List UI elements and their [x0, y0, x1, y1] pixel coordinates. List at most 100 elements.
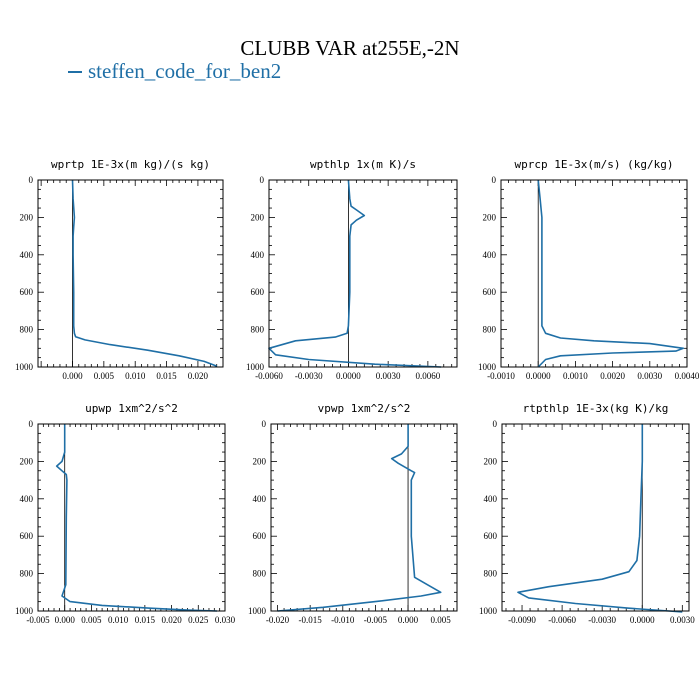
- panel-3: wprcp 1E-3x(m/s) (kg/kg) 0 200 400 600 800 100…: [478, 158, 700, 381]
- legend-label: steffen_code_for_ben2: [88, 58, 282, 83]
- x-tick-label: -0.005: [26, 615, 50, 625]
- x-tick-label: 0.0030: [376, 371, 401, 381]
- y-tick-label: 200: [484, 456, 498, 466]
- plot-frame: [37, 179, 224, 368]
- panel-2: wpthlp 1x(m K)/s 0 200 400 600 800 1000-0.0060…: [246, 158, 458, 381]
- x-tick-label: 0.020: [188, 371, 209, 381]
- x-tick-label: 0.025: [188, 615, 209, 625]
- x-tick-label: 0.005: [94, 371, 115, 381]
- figure-title: CLUBB VAR at255E,-2N: [240, 36, 460, 60]
- x-tick-label: 0.0060: [415, 371, 440, 381]
- series-line: [268, 179, 442, 368]
- x-tick-label: -0.0090: [508, 615, 536, 625]
- panel-title: rtpthlp 1E-3x(kg K)/kg: [523, 402, 669, 415]
- x-tick-label: -0.0060: [548, 615, 576, 625]
- panel-title: wprcp 1E-3x(m/s) (kg/kg): [515, 158, 674, 171]
- y-tick-label: 1000: [246, 362, 265, 372]
- panel-4: upwp 1xm^2/s^2 0 200 400 600 800 1000-0.005 0.0…: [15, 402, 236, 625]
- panel-title: wprtp 1E-3x(m kg)/(s kg): [51, 158, 210, 171]
- legend: steffen_code_for_ben2: [68, 58, 281, 84]
- x-tick-label: -0.015: [299, 615, 323, 625]
- series-line: [55, 424, 218, 612]
- plot-frame: [270, 423, 458, 612]
- series-line: [537, 179, 685, 368]
- y-tick-label: 200: [251, 212, 265, 222]
- y-tick-label: 200: [20, 456, 34, 466]
- y-tick-label: 600: [20, 531, 34, 541]
- y-tick-label: 800: [20, 569, 34, 579]
- x-tick-label: 0.0030: [637, 371, 662, 381]
- panel-title: upwp 1xm^2/s^2: [85, 402, 178, 415]
- x-tick-label: -0.020: [266, 615, 290, 625]
- panel-6: rtpthlp 1E-3x(kg K)/kg02004006008001000-…: [479, 402, 695, 625]
- y-tick-label: 0: [29, 419, 34, 429]
- plot-frame: [501, 423, 690, 612]
- y-tick-label: 400: [484, 494, 498, 504]
- series-line: [277, 424, 442, 612]
- y-tick-label: 0: [492, 175, 497, 185]
- panel-title: wpthlp 1x(m K)/s: [310, 158, 416, 171]
- x-tick-label: -0.005: [364, 615, 388, 625]
- legend-line-swatch: [68, 71, 82, 73]
- y-tick-label: 1000: [479, 606, 498, 616]
- x-tick-label: 0.0030: [670, 615, 695, 625]
- x-tick-label: -0.010: [331, 615, 355, 625]
- y-tick-label: 800: [484, 569, 498, 579]
- x-tick-label: 0.0020: [600, 371, 625, 381]
- y-tick-label: 0: [260, 175, 265, 185]
- y-tick-label: 600: [20, 287, 34, 297]
- y-tick-label: 400: [20, 494, 34, 504]
- x-tick-label: 0.0000: [336, 371, 361, 381]
- y-tick-label: 800: [251, 325, 265, 335]
- x-tick-label: 0.000: [62, 371, 83, 381]
- plot-frame: [37, 423, 226, 612]
- x-tick-label: 0.0000: [526, 371, 551, 381]
- panel-title: vpwp 1xm^2/s^2: [318, 402, 411, 415]
- x-tick-label: -0.0010: [487, 371, 515, 381]
- panel-5: vpwp 1xm^2/s^2 0 200 400 600 800 1000-0.020 -0.…: [248, 402, 458, 625]
- x-tick-label: 0.010: [108, 615, 129, 625]
- y-tick-label: 0: [262, 419, 267, 429]
- y-tick-label: 600: [253, 531, 267, 541]
- x-tick-label: 0.010: [125, 371, 146, 381]
- y-tick-label: 400: [483, 250, 497, 260]
- y-tick-label: 1000: [15, 362, 34, 372]
- y-tick-label: 400: [20, 250, 34, 260]
- y-tick-label: 0: [29, 175, 34, 185]
- x-tick-label: 0.0040: [675, 371, 700, 381]
- y-tick-label: 400: [253, 494, 267, 504]
- x-tick-label: -0.0060: [255, 371, 283, 381]
- y-tick-label: 1000: [15, 606, 34, 616]
- y-tick-label: 800: [20, 325, 34, 335]
- y-tick-label: 200: [20, 212, 34, 222]
- y-tick-label: 0: [493, 419, 498, 429]
- y-tick-label: 1000: [248, 606, 267, 616]
- x-tick-label: 0.030: [215, 615, 236, 625]
- series-line: [517, 424, 683, 613]
- x-tick-label: 0.0010: [563, 371, 588, 381]
- y-tick-label: 200: [253, 456, 267, 466]
- panel-1: wprtp 1E-3x(m kg)/(s kg) 0 200 400 600 800 100…: [15, 158, 224, 381]
- plot-frame: [500, 179, 688, 368]
- plot-frame: [268, 179, 458, 368]
- x-tick-label: 0.005: [81, 615, 102, 625]
- y-tick-label: 200: [483, 212, 497, 222]
- y-tick-label: 1000: [478, 362, 497, 372]
- y-tick-label: 800: [253, 569, 267, 579]
- x-tick-label: 0.000: [55, 615, 76, 625]
- x-tick-label: -0.0030: [295, 371, 323, 381]
- x-tick-label: -0.0030: [588, 615, 616, 625]
- series-line: [71, 179, 217, 367]
- y-tick-label: 400: [251, 250, 265, 260]
- x-tick-label: 0.0000: [630, 615, 655, 625]
- y-tick-label: 600: [483, 287, 497, 297]
- y-tick-label: 600: [484, 531, 498, 541]
- x-tick-label: 0.015: [156, 371, 177, 381]
- x-tick-label: 0.015: [135, 615, 156, 625]
- y-tick-label: 800: [483, 325, 497, 335]
- y-tick-label: 600: [251, 287, 265, 297]
- x-tick-label: 0.005: [431, 615, 452, 625]
- x-tick-label: 0.020: [161, 615, 182, 625]
- x-tick-label: 0.000: [398, 615, 419, 625]
